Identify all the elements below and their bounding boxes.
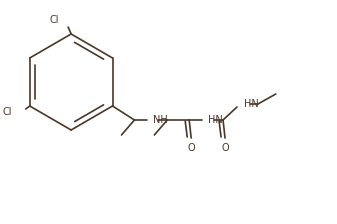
Text: O: O [221,143,229,153]
Text: HN: HN [244,99,259,109]
Text: Cl: Cl [50,15,59,25]
Text: O: O [187,143,195,153]
Text: HN: HN [208,115,223,125]
Text: NH: NH [153,115,168,125]
Text: Cl: Cl [2,107,12,117]
